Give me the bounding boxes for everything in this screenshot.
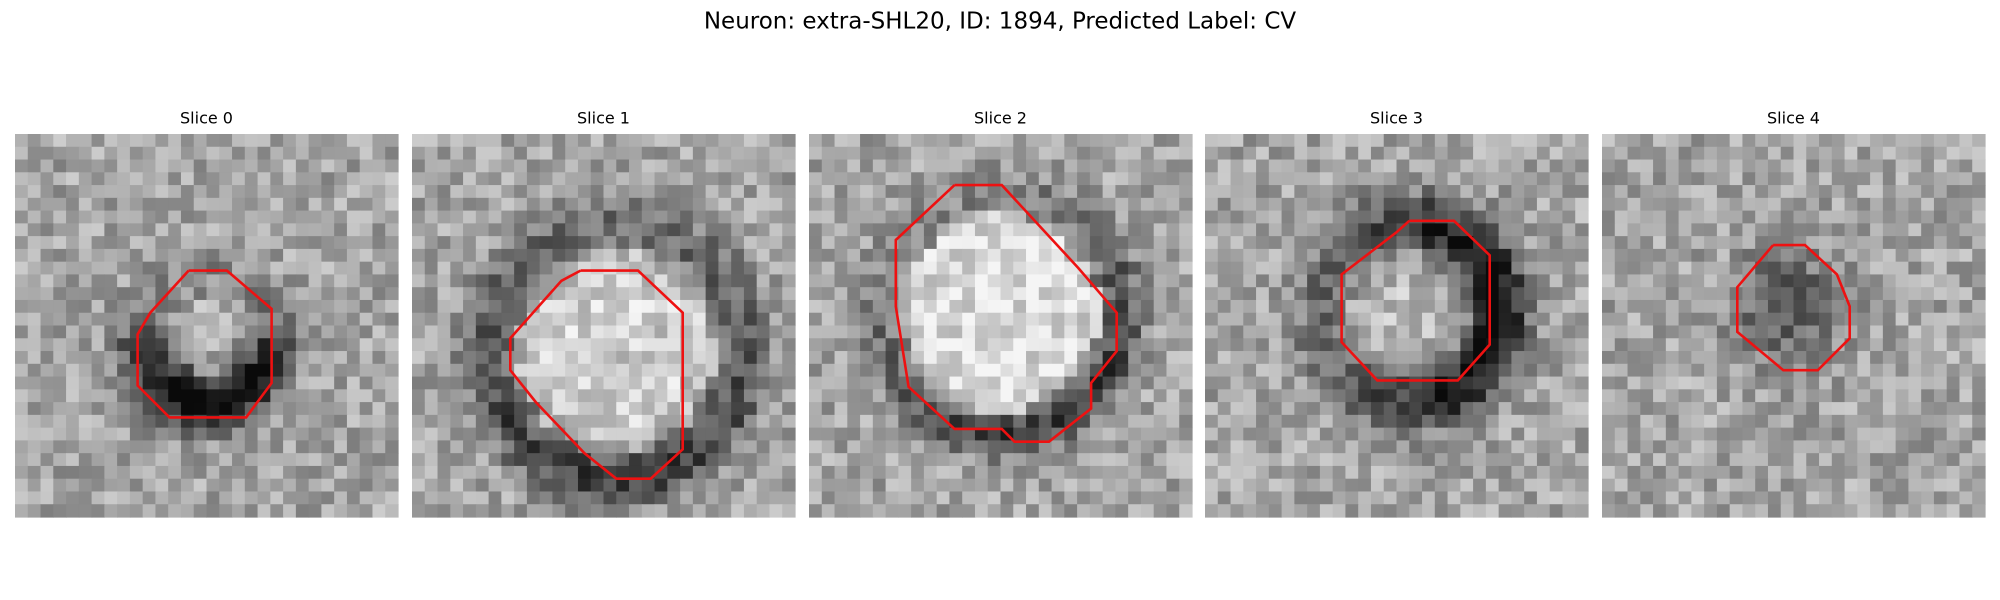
- roi-outline: [1736, 243, 1851, 372]
- panel-title: Slice 0: [180, 109, 233, 128]
- panels: Slice 0 Slice 1 Slice 2 Slice 3 Slice 4: [15, 109, 1986, 518]
- roi-outline: [894, 183, 1118, 444]
- roi-outline: [508, 269, 685, 481]
- figure-title: Neuron: extra-SHL20, ID: 1894, Predicted…: [704, 9, 1297, 35]
- panel-title: Slice 4: [1767, 109, 1820, 128]
- roi-outline: [1340, 219, 1491, 382]
- slice-image: [809, 134, 1193, 518]
- slice-image: [15, 134, 399, 518]
- roi-outline: [136, 269, 273, 419]
- panel-title: Slice 1: [577, 109, 630, 128]
- panel-title: Slice 2: [974, 109, 1027, 128]
- panel-title: Slice 3: [1370, 109, 1423, 128]
- slice-image: [412, 134, 796, 518]
- slice-image: [1205, 134, 1589, 518]
- slice-image: [1602, 134, 1986, 518]
